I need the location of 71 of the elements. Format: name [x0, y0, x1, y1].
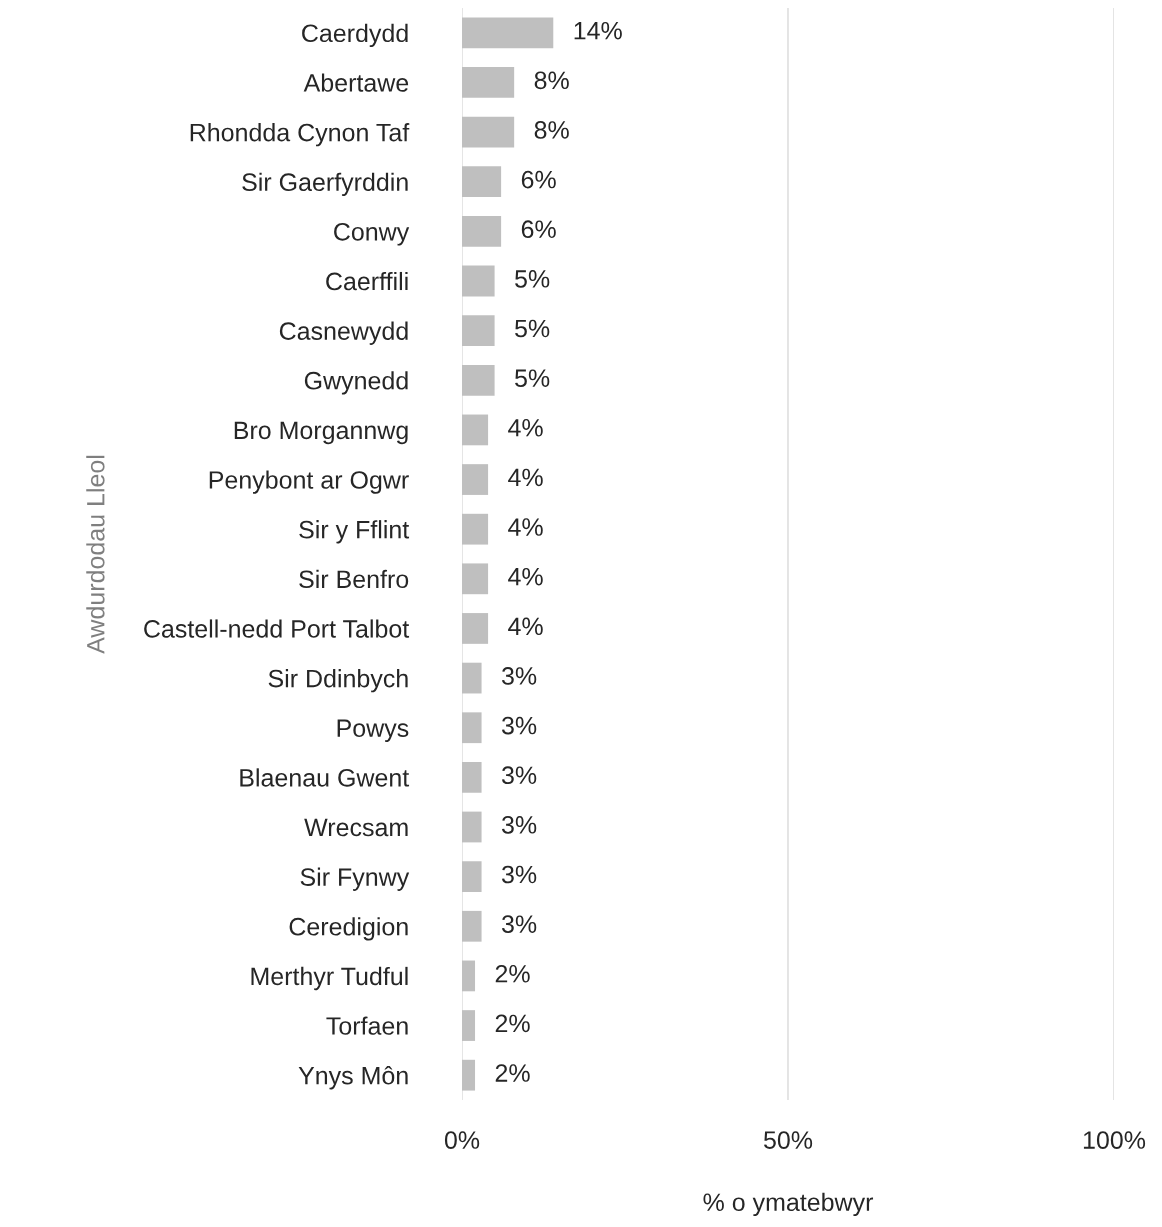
bar [462, 315, 495, 347]
bar [462, 265, 495, 297]
x-axis-title: % o ymatebwyr [703, 1192, 874, 1217]
data-label: 8% [534, 121, 569, 139]
y-tick-label: Sir Fynwy [300, 867, 410, 891]
data-label: 5% [515, 270, 550, 288]
bar [462, 910, 482, 942]
bar [462, 563, 489, 595]
y-tick-label: Ynys Môn [298, 1066, 408, 1090]
data-label: 4% [508, 518, 543, 536]
data-label: 4% [508, 617, 543, 636]
data-label: 6% [521, 170, 556, 189]
y-tick-label: Sir y Fflint [299, 520, 410, 544]
x-tick-label: 0% [444, 1131, 480, 1149]
bar [462, 414, 489, 446]
bar [462, 960, 476, 992]
bar [462, 464, 489, 495]
y-tick-label: Powys [337, 719, 409, 742]
data-label: 8% [534, 71, 569, 90]
data-label: 5% [515, 319, 550, 338]
bar [462, 811, 482, 843]
data-label: 2% [495, 964, 530, 983]
y-tick-label: Rhondda Cynon Taf [190, 123, 410, 147]
bar [462, 166, 502, 198]
y-tick-label: Caerffili [326, 271, 408, 291]
y-tick-label: Torfaen [326, 1016, 408, 1035]
y-tick-label: Wrecsam [304, 818, 408, 837]
bar [462, 1059, 476, 1091]
bar [462, 17, 554, 49]
data-label: 3% [501, 816, 537, 834]
data-label: 4% [508, 419, 543, 437]
bar [462, 662, 482, 694]
y-tick-label: Sir Ddinbych [268, 669, 408, 693]
y-tick-label: Bro Morgannwg [234, 421, 408, 445]
y-tick-label: Abertawe [303, 73, 409, 92]
bar [462, 513, 489, 545]
data-label: 6% [521, 220, 556, 239]
data-label: 5% [515, 369, 550, 387]
bar [462, 67, 515, 98]
data-label: 4% [508, 567, 543, 586]
y-tick-label: Caerdydd [302, 23, 408, 48]
y-tick-label: Conwy [334, 222, 410, 246]
y-tick-label: Sir Benfro [299, 569, 409, 589]
x-tick-label: 50% [763, 1131, 813, 1149]
bar [462, 364, 495, 396]
bar [462, 613, 489, 644]
bar [462, 712, 482, 744]
data-label: 3% [501, 915, 537, 933]
y-tick-label: Ceredigion [289, 917, 408, 941]
y-axis-title: Awdurdodau Lleol [86, 455, 105, 654]
data-label: 3% [501, 716, 537, 735]
y-tick-label: Blaenau Gwent [240, 768, 410, 787]
y-tick-label: Sir Gaerfyrddin [242, 172, 408, 196]
data-label: 4% [508, 468, 543, 487]
data-label: 2% [495, 1064, 530, 1082]
y-tick-label: Gwynedd [304, 371, 408, 395]
y-tick-label: Penybont ar Ogwr [209, 470, 409, 494]
y-tick-label: Merthyr Tudful [251, 966, 408, 991]
bar [462, 215, 502, 247]
x-tick-label: 100% [1083, 1131, 1146, 1149]
data-label: 3% [501, 667, 537, 685]
data-label: 3% [501, 766, 537, 785]
bar [462, 761, 482, 793]
bar [462, 861, 482, 893]
y-tick-label: Casnewydd [279, 321, 408, 345]
data-label: 3% [501, 865, 537, 884]
data-label: 14% [574, 21, 622, 40]
y-tick-label: Castell-nedd Port Talbot [144, 619, 410, 638]
bar [462, 1010, 476, 1041]
data-label: 2% [495, 1014, 530, 1033]
bar [462, 116, 515, 148]
